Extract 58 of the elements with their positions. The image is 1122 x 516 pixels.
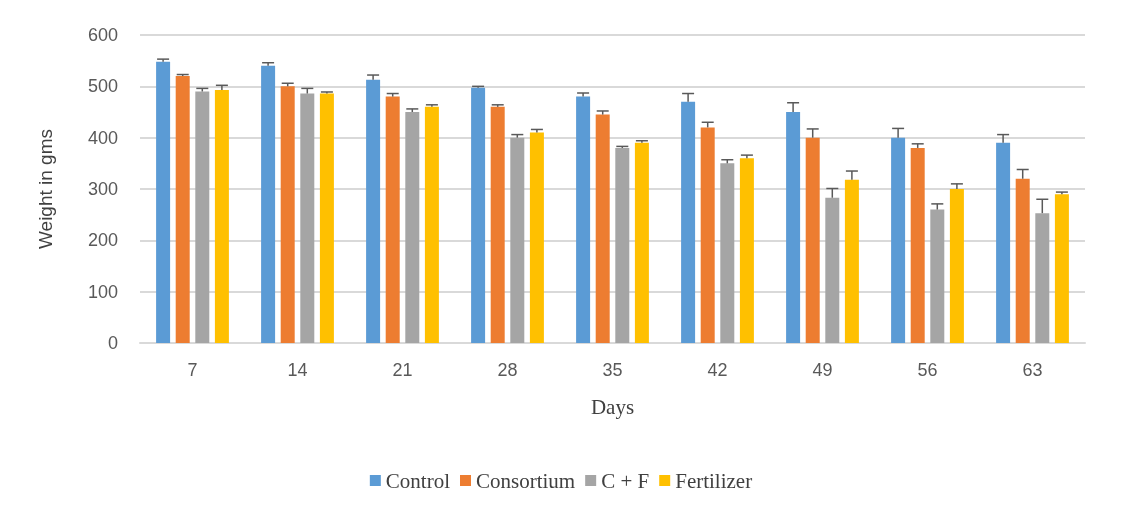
bar: [1035, 213, 1050, 343]
bar: [300, 93, 315, 343]
bar: [424, 106, 439, 343]
bar: [490, 106, 505, 343]
y-tick-label: 400: [87, 127, 118, 148]
legend-label: C + F: [601, 468, 650, 493]
y-tick-label: 600: [87, 25, 118, 45]
legend-label: Fertilizer: [675, 468, 753, 493]
y-axis-title: Weight in gms: [35, 128, 56, 250]
bar: [385, 96, 400, 343]
bar: [720, 163, 735, 343]
bar: [319, 93, 334, 343]
bar: [681, 101, 696, 343]
bar: [930, 209, 945, 343]
x-axis-title: Days: [590, 394, 635, 419]
bar: [214, 89, 229, 343]
x-tick-label: 42: [707, 360, 728, 380]
bar: [949, 189, 964, 343]
bar: [805, 137, 820, 343]
bar: [739, 158, 754, 343]
bar: [405, 112, 420, 343]
bar: [844, 179, 859, 343]
bar: [891, 137, 906, 343]
bar: [366, 79, 381, 343]
bar: [471, 87, 486, 343]
legend-label: Control: [385, 468, 451, 493]
bar: [786, 112, 801, 343]
bar: [280, 86, 295, 343]
bar: [996, 142, 1011, 343]
y-tick-label: 300: [87, 179, 118, 199]
x-tick-label: 49: [812, 360, 833, 380]
x-tick-label: 35: [602, 360, 623, 380]
bar: [156, 61, 171, 343]
legend-label: Consortium: [476, 468, 576, 493]
y-tick-label: 100: [87, 281, 118, 302]
bar: [825, 197, 840, 343]
x-tick-label: 14: [287, 360, 308, 380]
bar: [510, 137, 525, 343]
bar: [700, 127, 715, 343]
bar: [175, 76, 190, 343]
bar: [595, 114, 610, 343]
x-tick-label: 7: [187, 360, 198, 380]
x-tick-label: 28: [497, 360, 518, 380]
bar: [634, 142, 649, 343]
y-tick-label: 0: [107, 333, 118, 353]
bar: [529, 132, 544, 343]
x-tick-label: 21: [392, 360, 413, 380]
bar: [1054, 194, 1069, 343]
y-tick-label: 200: [87, 230, 118, 251]
bar: [576, 96, 591, 343]
bar: [195, 91, 210, 343]
bar: [615, 147, 630, 343]
bar: [261, 65, 276, 343]
bar: [1015, 178, 1030, 343]
x-tick-label: 63: [1022, 360, 1043, 380]
bar: [910, 147, 925, 343]
y-tick-label: 500: [87, 76, 118, 97]
x-tick-label: 56: [917, 360, 938, 380]
